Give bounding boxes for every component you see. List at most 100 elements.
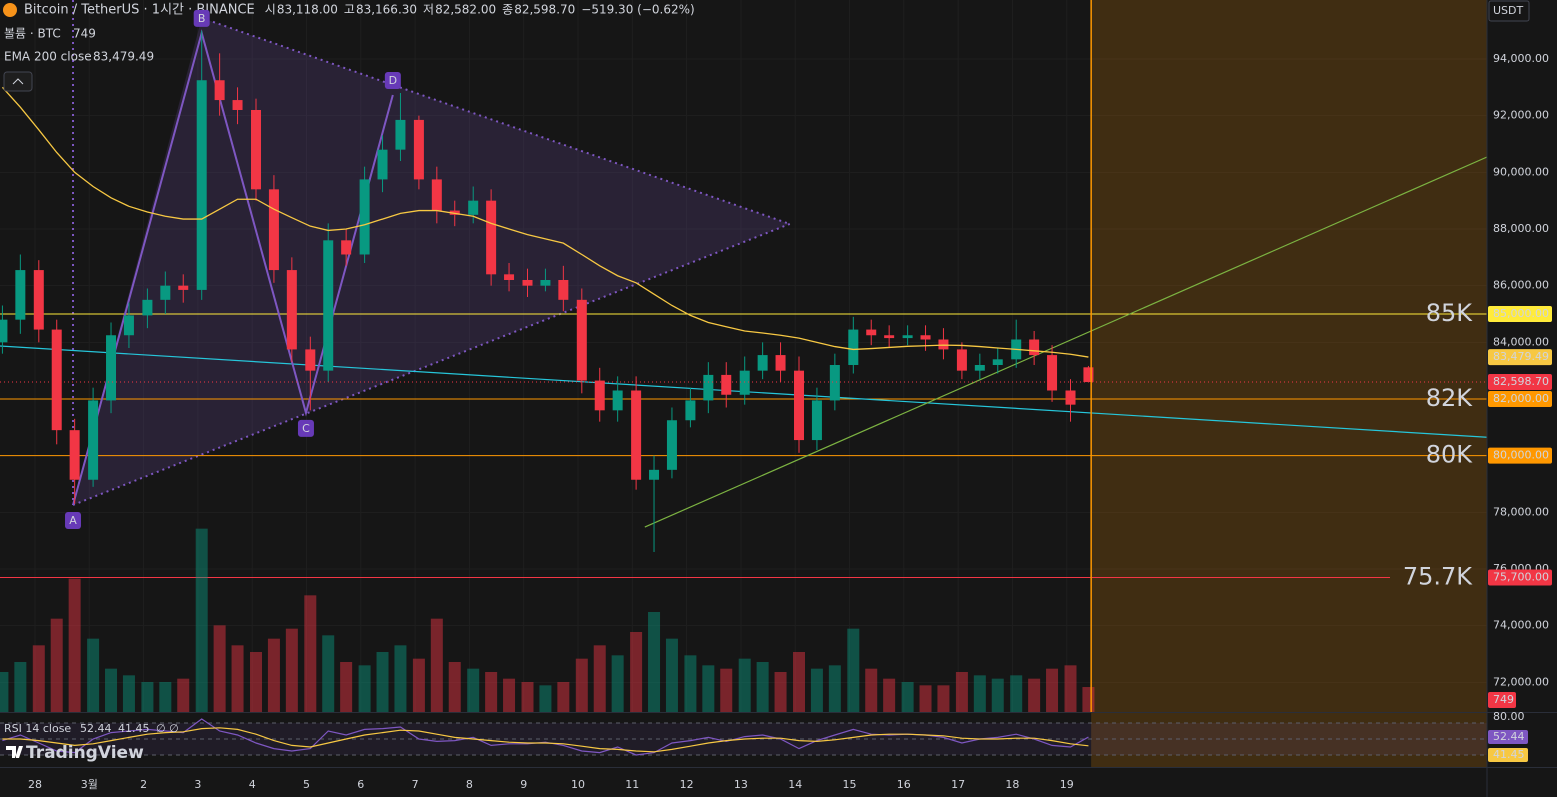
candle-body [612, 390, 623, 411]
volume-bar [394, 645, 407, 712]
trendline [644, 156, 1487, 528]
volume-bar [467, 668, 480, 712]
level-tag: 82,000.00 [1493, 392, 1549, 405]
candle-body [666, 420, 677, 470]
candle-body [123, 315, 134, 336]
x-tick-label: 12 [680, 778, 694, 791]
ohlc-key: 시 [265, 3, 276, 17]
future-zone [1091, 0, 1487, 712]
rsi-tick-label: 80.00 [1493, 710, 1525, 723]
volume-bar [122, 675, 135, 712]
volume-bar [919, 685, 932, 712]
candle-body [377, 149, 388, 180]
point-label: D [389, 74, 397, 87]
ohlc-key: 고 [344, 3, 355, 17]
y-tick-label: 86,000.00 [1493, 279, 1549, 292]
candle-body [829, 364, 840, 401]
volume-bar [1046, 668, 1059, 712]
volume-bar [250, 652, 263, 712]
candle-body [920, 335, 931, 340]
ohlc-value: 82,598.70 [514, 3, 575, 17]
price-axis: 72,000.0074,000.0076,000.0078,000.0080,0… [1488, 52, 1552, 762]
ema-tag: 83,479.49 [1493, 350, 1549, 363]
volume-bar [231, 645, 244, 712]
volume-bar [828, 665, 841, 712]
candle-body [268, 189, 279, 271]
volume-bar [937, 685, 950, 712]
y-tick-label: 88,000.00 [1493, 222, 1549, 235]
volume-bar [358, 665, 371, 712]
volume-bar [0, 672, 9, 712]
volume-bar [521, 682, 534, 712]
volume-bar [793, 652, 806, 712]
volume-bar [774, 672, 787, 712]
rsi-pane [0, 713, 1487, 767]
volume-bar [1010, 675, 1023, 712]
candle-body [1029, 339, 1040, 356]
volume-value: 749 [73, 27, 96, 41]
candle-body [739, 370, 750, 395]
point-label: C [302, 422, 310, 435]
volume-bar [720, 668, 733, 712]
y-tick-label: 78,000.00 [1493, 505, 1549, 518]
coin-icon [3, 3, 17, 17]
x-tick-label: 7 [412, 778, 419, 791]
y-tick-label: 84,000.00 [1493, 335, 1549, 348]
candle-body [522, 279, 533, 286]
y-tick-label: 92,000.00 [1493, 109, 1549, 122]
candle-body [232, 100, 243, 110]
x-tick-label: 11 [625, 778, 639, 791]
volume-bar [213, 625, 226, 712]
rsi-ma-value: 41.45 [118, 722, 150, 735]
y-tick-label: 74,000.00 [1493, 619, 1549, 632]
volume-bar [648, 612, 661, 712]
x-tick-label: 3 [194, 778, 201, 791]
candle-body [848, 329, 859, 365]
volume-bar [50, 618, 63, 712]
volume-name: 볼륨 · BTC [4, 27, 61, 41]
volume-bar [430, 618, 443, 712]
candle-body [449, 210, 460, 215]
x-tick-label: 16 [897, 778, 911, 791]
volume-bar [14, 662, 27, 712]
candle-body [884, 335, 895, 339]
volume-tag: 749 [1493, 693, 1514, 706]
candle-body [757, 355, 768, 371]
volume-bar [159, 682, 172, 712]
volume-bar [557, 682, 570, 712]
x-tick-label: 4 [249, 778, 256, 791]
candle-body [649, 469, 660, 480]
level-label: 85K [1426, 299, 1474, 327]
point-label: A [69, 514, 77, 527]
volume-bar [847, 628, 860, 712]
volume-bar [1064, 665, 1077, 712]
volume-bar [1082, 687, 1095, 712]
volume-bar [1028, 678, 1041, 712]
candle-body [196, 80, 207, 290]
logo-icon [6, 746, 23, 758]
volume-bar [810, 668, 823, 712]
level-tag-box [1488, 305, 1552, 322]
ohlc-value: 83,118.00 [277, 3, 338, 17]
candle-body [431, 179, 442, 211]
volume-bar [539, 685, 552, 712]
candle-body [142, 299, 153, 316]
rsi-tag: 41.45 [1493, 748, 1525, 761]
point-badge [193, 9, 210, 27]
ohlc-key: 저 [423, 3, 434, 17]
candle-body [305, 349, 316, 371]
volume-bar [955, 672, 968, 712]
ema-tag-box [1488, 349, 1552, 366]
volume-bar [267, 638, 280, 712]
level-tag: 80,000.00 [1493, 449, 1549, 462]
candle-body [703, 374, 714, 401]
candle-body [794, 370, 805, 441]
candle-body [286, 270, 297, 350]
future-zone [1091, 713, 1487, 767]
collapse-button[interactable] [3, 71, 33, 92]
candle-body [721, 374, 732, 395]
rsi-line [2, 727, 1089, 753]
currency-box[interactable] [1488, 0, 1530, 22]
